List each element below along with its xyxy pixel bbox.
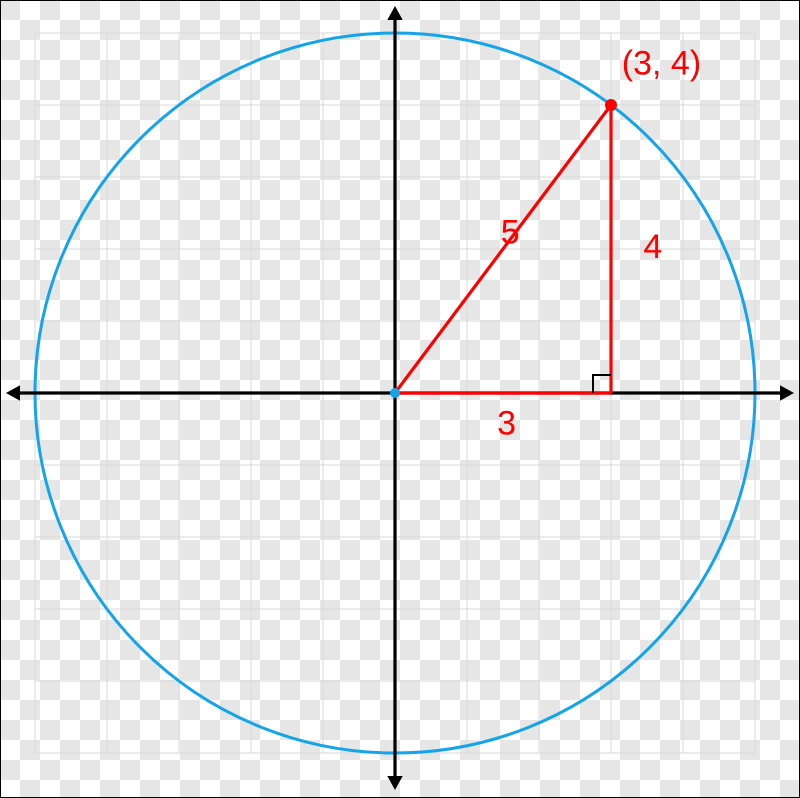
hyp-label: 5 [501,214,520,252]
vert-label: 4 [643,228,662,266]
base-label: 3 [497,404,516,442]
apex-dot [605,99,617,111]
checker-background [0,0,800,798]
origin-dot [390,388,400,398]
coord-label: (3, 4) [622,44,701,82]
